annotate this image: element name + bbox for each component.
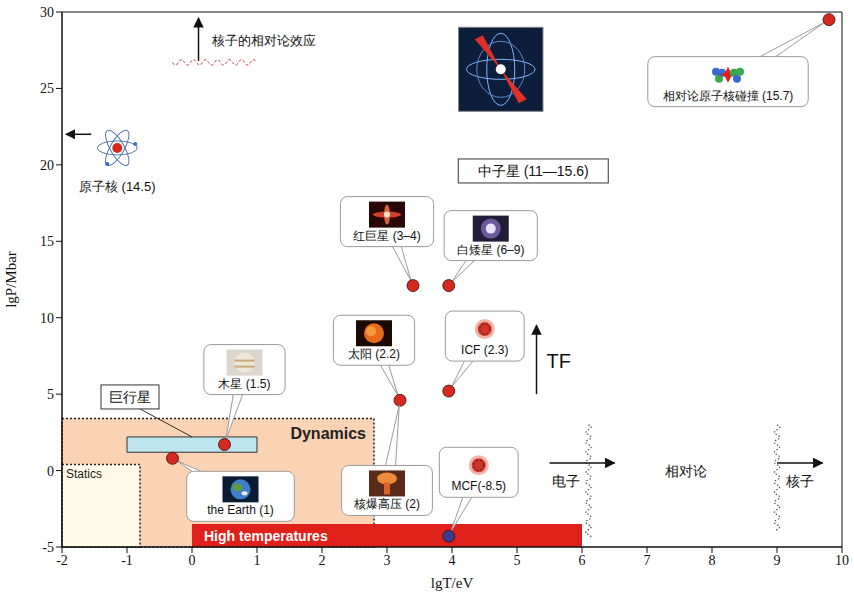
svg-text:巨行星: 巨行星 bbox=[109, 389, 151, 405]
svg-text:10: 10 bbox=[40, 311, 54, 326]
svg-text:15: 15 bbox=[40, 234, 54, 249]
svg-text:木星 (1.5): 木星 (1.5) bbox=[218, 377, 270, 391]
svg-text:20: 20 bbox=[40, 158, 54, 173]
svg-text:5: 5 bbox=[47, 387, 54, 402]
svg-text:核子的相对论效应: 核子的相对论效应 bbox=[211, 33, 316, 48]
svg-text:8: 8 bbox=[709, 553, 716, 568]
svg-text:0: 0 bbox=[189, 553, 196, 568]
svg-text:High temperatures: High temperatures bbox=[204, 528, 328, 544]
svg-text:中子星 (11—15.6): 中子星 (11—15.6) bbox=[478, 163, 589, 179]
svg-text:10: 10 bbox=[835, 553, 849, 568]
svg-text:the Earth (1): the Earth (1) bbox=[207, 503, 274, 517]
svg-text:核爆高压 (2): 核爆高压 (2) bbox=[353, 497, 420, 511]
svg-text:0: 0 bbox=[47, 464, 54, 479]
svg-text:6: 6 bbox=[579, 553, 586, 568]
svg-text:TF: TF bbox=[547, 350, 571, 372]
svg-text:1: 1 bbox=[254, 553, 261, 568]
svg-text:lgP/Mbar: lgP/Mbar bbox=[3, 251, 19, 308]
svg-text:9: 9 bbox=[774, 553, 781, 568]
svg-text:相对论原子核碰撞 (15.7): 相对论原子核碰撞 (15.7) bbox=[663, 89, 794, 103]
svg-text:3: 3 bbox=[384, 553, 391, 568]
svg-text:核子: 核子 bbox=[785, 473, 814, 489]
svg-text:ICF (2.3): ICF (2.3) bbox=[461, 343, 508, 357]
svg-text:lgT/eV: lgT/eV bbox=[431, 575, 474, 591]
svg-text:白矮星 (6–9): 白矮星 (6–9) bbox=[457, 243, 524, 257]
svg-text:5: 5 bbox=[514, 553, 521, 568]
svg-text:电子: 电子 bbox=[552, 473, 580, 489]
svg-text:MCF(-8.5): MCF(-8.5) bbox=[451, 479, 506, 493]
svg-text:Dynamics: Dynamics bbox=[290, 425, 366, 442]
svg-text:-2: -2 bbox=[56, 553, 68, 568]
svg-text:30: 30 bbox=[40, 5, 54, 20]
svg-text:太阳 (2.2): 太阳 (2.2) bbox=[348, 347, 400, 361]
svg-text:7: 7 bbox=[644, 553, 651, 568]
svg-text:4: 4 bbox=[449, 553, 456, 568]
svg-text:红巨星 (3–4): 红巨星 (3–4) bbox=[353, 229, 420, 243]
svg-text:25: 25 bbox=[40, 81, 54, 96]
svg-text:相对论: 相对论 bbox=[665, 463, 707, 479]
svg-text:2: 2 bbox=[319, 553, 326, 568]
svg-text:-1: -1 bbox=[121, 553, 133, 568]
svg-text:-5: -5 bbox=[42, 540, 54, 555]
svg-text:原子核 (14.5): 原子核 (14.5) bbox=[79, 179, 156, 194]
svg-text:Statics: Statics bbox=[66, 467, 102, 481]
